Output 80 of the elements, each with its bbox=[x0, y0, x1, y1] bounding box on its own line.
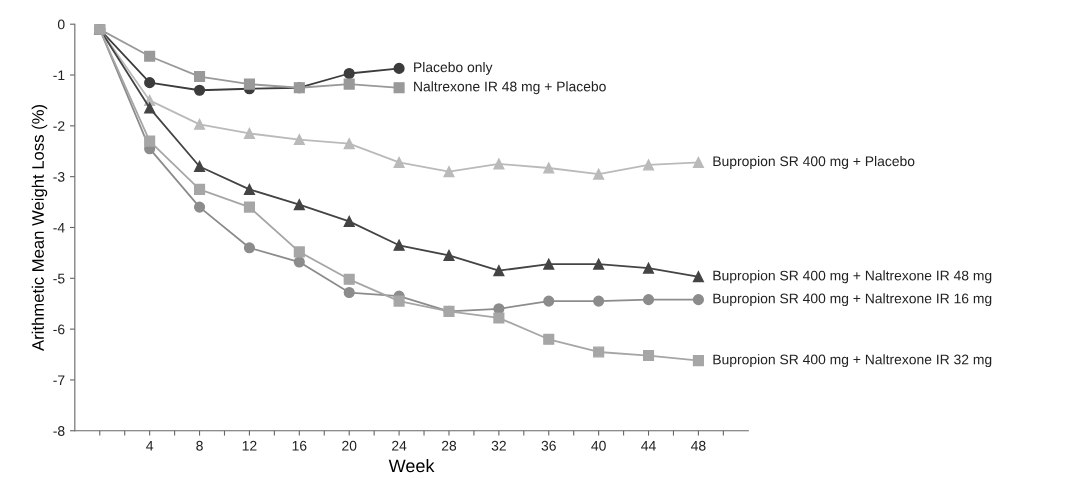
y-axis-title: Arithmetic Mean Weight Loss (%) bbox=[31, 105, 48, 351]
point bbox=[243, 183, 255, 195]
x-tick-label: 24 bbox=[392, 440, 407, 451]
point bbox=[144, 77, 156, 89]
point bbox=[393, 62, 405, 74]
point bbox=[144, 102, 156, 114]
y-tick-label: -2 bbox=[53, 121, 65, 131]
point bbox=[293, 246, 305, 258]
point bbox=[293, 134, 305, 146]
point bbox=[393, 82, 405, 94]
x-tick-label: 40 bbox=[591, 440, 606, 451]
series-label: Bupropion SR 400 mg + Placebo bbox=[713, 155, 915, 169]
x-tick-label: 48 bbox=[691, 440, 706, 451]
point bbox=[193, 160, 206, 173]
point bbox=[393, 239, 405, 251]
point bbox=[493, 158, 505, 170]
x-tick-label: 4 bbox=[146, 440, 154, 451]
point bbox=[642, 159, 655, 171]
point bbox=[543, 162, 555, 174]
x-tick-label: 32 bbox=[491, 440, 506, 451]
point bbox=[343, 215, 355, 227]
point bbox=[692, 294, 704, 306]
point bbox=[293, 256, 305, 268]
point bbox=[393, 156, 405, 168]
series-label: Bupropion SR 400 mg + Naltrexone IR 16 mg bbox=[713, 293, 992, 307]
point bbox=[393, 295, 405, 307]
y-tick-label: -8 bbox=[53, 426, 65, 436]
y-tick-label: 0 bbox=[57, 19, 65, 30]
point bbox=[692, 156, 704, 168]
point bbox=[193, 201, 206, 213]
y-tick-label: -7 bbox=[53, 375, 65, 385]
point bbox=[593, 258, 605, 270]
point bbox=[593, 346, 605, 358]
point bbox=[193, 118, 206, 130]
point bbox=[493, 312, 505, 324]
point bbox=[543, 258, 555, 270]
point bbox=[543, 295, 555, 307]
point bbox=[193, 70, 206, 83]
y-tick-label: -3 bbox=[53, 171, 65, 182]
point bbox=[343, 78, 355, 90]
point bbox=[144, 50, 156, 62]
series-label: Placebo only bbox=[414, 61, 493, 75]
series-label: Bupropion SR 400 mg + Naltrexone IR 32 mg bbox=[713, 354, 992, 368]
point bbox=[343, 67, 355, 80]
point bbox=[293, 199, 305, 211]
point bbox=[692, 271, 704, 283]
x-tick-label: 12 bbox=[242, 440, 257, 451]
point bbox=[343, 138, 355, 150]
point bbox=[692, 355, 704, 367]
point bbox=[243, 242, 255, 254]
x-tick-label: 36 bbox=[541, 440, 556, 451]
point bbox=[144, 135, 156, 147]
point bbox=[343, 273, 355, 285]
point bbox=[642, 349, 655, 362]
point bbox=[443, 249, 455, 261]
point bbox=[443, 166, 455, 178]
x-tick-label: 28 bbox=[441, 440, 457, 451]
point bbox=[193, 183, 206, 195]
series-label: Naltrexone IR 48 mg + Placebo bbox=[414, 81, 606, 95]
point bbox=[193, 84, 206, 96]
point bbox=[543, 333, 555, 345]
point bbox=[642, 294, 655, 306]
x-tick-label: 20 bbox=[342, 440, 357, 451]
point bbox=[493, 265, 505, 277]
y-tick-label: -4 bbox=[53, 222, 65, 233]
y-tick-label: -6 bbox=[53, 324, 65, 335]
point bbox=[593, 295, 605, 307]
point bbox=[243, 127, 255, 140]
point bbox=[343, 286, 355, 299]
point bbox=[593, 168, 605, 180]
x-tick-label: 8 bbox=[196, 440, 203, 451]
x-axis-title: Week bbox=[388, 458, 435, 473]
x-tick-label: 16 bbox=[292, 440, 307, 451]
point bbox=[642, 262, 655, 274]
x-tick-label: 44 bbox=[641, 440, 656, 451]
series-label: Bupropion SR 400 mg + Naltrexone IR 48 mg bbox=[713, 270, 992, 284]
point bbox=[243, 201, 255, 213]
point bbox=[243, 78, 255, 90]
y-tick-label: -1 bbox=[53, 70, 65, 81]
y-tick-label: -5 bbox=[53, 273, 65, 284]
